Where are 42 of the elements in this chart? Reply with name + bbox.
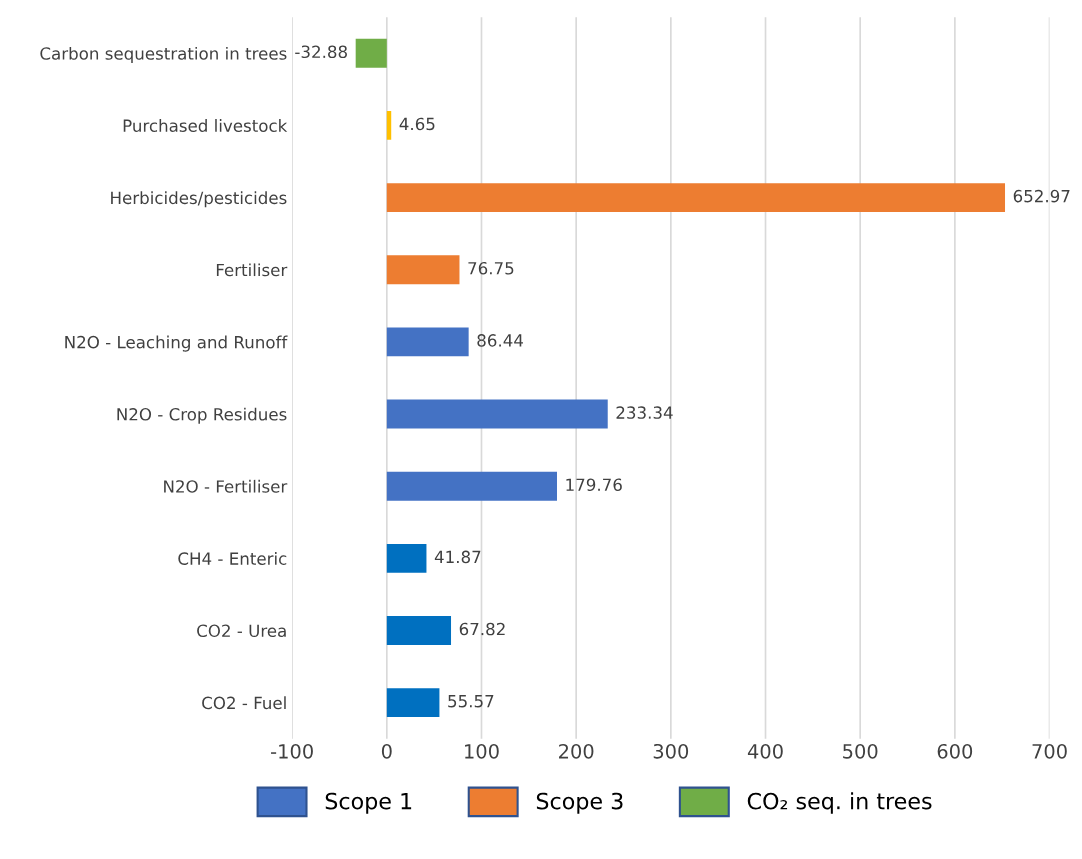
x-tick-label: 200 — [559, 743, 594, 759]
bar — [386, 110, 392, 140]
y-tick-label: Purchased livestock — [123, 119, 288, 132]
data-label: 86.44 — [477, 334, 523, 347]
y-tick-label: CO2 - Urea — [197, 624, 286, 638]
data-label: -32.88 — [295, 45, 347, 59]
legend-label: Scope 3 — [536, 792, 623, 814]
bar — [386, 471, 557, 501]
x-tick-label: 100 — [465, 743, 499, 759]
x-tick-label: 600 — [937, 743, 973, 759]
y-tick-label: N2O - Crop Residues — [117, 407, 287, 424]
bar — [386, 616, 452, 645]
data-label: 55.57 — [448, 695, 494, 708]
data-label: 67.82 — [459, 622, 505, 636]
x-tick-label: -100 — [271, 743, 313, 759]
data-label: 76.75 — [468, 261, 514, 275]
y-tick-label: CO2 - Fuel — [202, 696, 286, 710]
x-tick-label: 300 — [653, 743, 689, 759]
x-tick-label: 500 — [843, 743, 878, 759]
data-label: 4.65 — [399, 117, 435, 131]
data-label: 652.97 — [1013, 189, 1070, 203]
bar — [386, 543, 427, 573]
data-label: 233.34 — [616, 406, 673, 419]
x-tick-label: 0 — [381, 743, 392, 759]
bar — [355, 38, 387, 68]
bar — [386, 183, 1006, 212]
bar — [386, 255, 460, 285]
data-label: 179.76 — [566, 478, 622, 492]
y-tick-label: Fertiliser — [216, 263, 288, 277]
y-tick-label: N2O - Leaching and Runoff — [65, 335, 288, 352]
y-tick-label: CH4 - Enteric — [178, 552, 287, 565]
bar — [386, 399, 608, 429]
legend-label: CO₂ seq. in trees — [747, 792, 932, 814]
y-tick-label: Herbicides/pesticides — [111, 191, 287, 208]
bar — [386, 327, 469, 357]
x-tick-label: 700 — [1032, 743, 1067, 759]
legend-label: Scope 1 — [325, 792, 412, 814]
y-tick-label: N2O - Fertiliser — [164, 479, 288, 493]
data-label: 41.87 — [434, 550, 481, 564]
y-tick-label: Carbon sequestration in trees — [40, 46, 287, 64]
bar — [386, 688, 440, 718]
x-tick-label: 400 — [747, 743, 783, 759]
